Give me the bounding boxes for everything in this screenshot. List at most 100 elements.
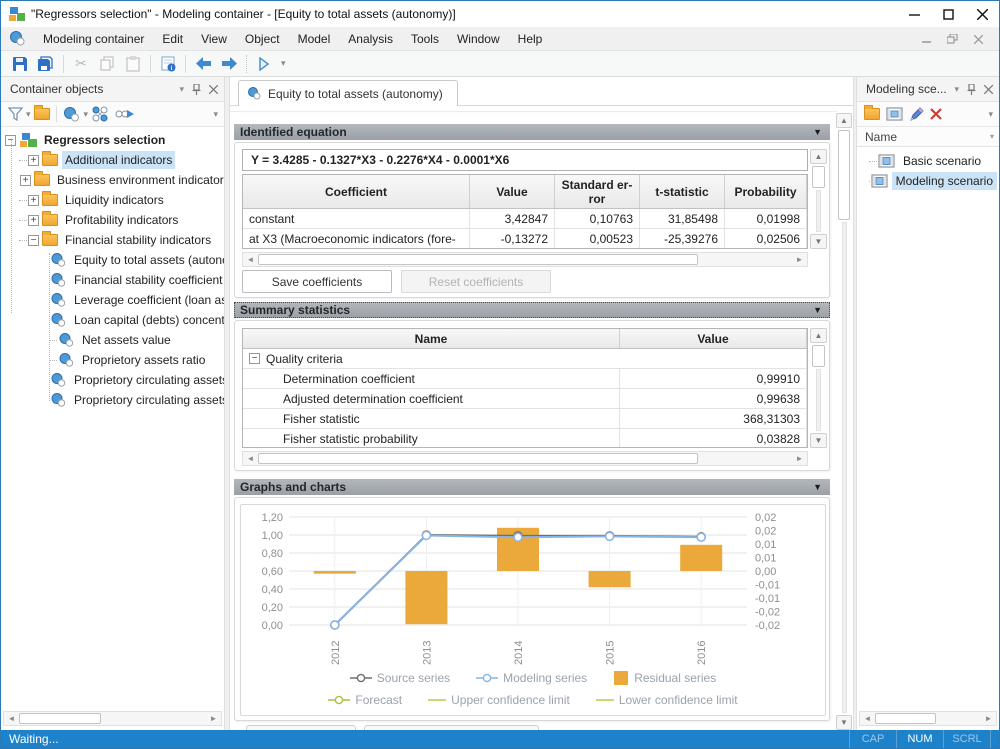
mdi-close-button[interactable] <box>965 28 991 50</box>
tree-leaf-financial-stability-coefficient[interactable]: Financial stability coefficient <box>5 270 224 290</box>
group-row[interactable]: − Quality criteria <box>243 349 807 369</box>
pin-icon[interactable] <box>967 84 976 95</box>
scenario-folder-icon[interactable] <box>861 103 883 125</box>
cluster-icon[interactable] <box>88 103 112 125</box>
menu-item-modeling-container[interactable]: Modeling container <box>43 31 145 46</box>
save-coefficients-button[interactable]: Save coefficients <box>242 270 392 293</box>
forward-icon[interactable] <box>216 52 242 76</box>
graphs-and-charts-header[interactable]: Graphs and charts ▼ <box>234 479 830 495</box>
expand-box[interactable]: + <box>28 194 39 206</box>
column-header-probability[interactable]: Probability <box>725 175 807 208</box>
summary-statistics-header[interactable]: Summary statistics ▼ <box>234 302 830 318</box>
mdi-minimize-button[interactable] <box>913 28 939 50</box>
svg-text:0,00: 0,00 <box>262 620 283 632</box>
table-row[interactable]: Fisher statistic 368,31303 <box>243 409 807 429</box>
collapse-box[interactable]: − <box>5 134 16 146</box>
panel-close-icon[interactable] <box>984 85 993 94</box>
tree-leaf-proprietory-circulating-assets[interactable]: Proprietory circulating assets <box>5 390 224 410</box>
coefficients-hscrollbar[interactable]: ◄ ► <box>242 252 808 267</box>
collapse-triangle-icon[interactable]: ▼ <box>813 127 822 137</box>
back-icon[interactable] <box>190 52 216 76</box>
table-row[interactable]: Determination coefficient 0,99910 <box>243 369 807 389</box>
tree-leaf-proprietory-circulating-assets[interactable]: Proprietory circulating assets <box>5 370 224 390</box>
panel-menu-caret-icon[interactable]: ▾ <box>954 84 959 94</box>
panel-toolbar-caret-icon[interactable]: ▾ <box>213 108 218 119</box>
save-all-icon[interactable] <box>33 52 59 76</box>
filter-icon[interactable] <box>5 103 26 125</box>
edit-pencil-icon[interactable] <box>906 103 927 125</box>
tab-equity-to-total-assets[interactable]: Equity to total assets (autonomy) <box>238 80 458 106</box>
summary-vscrollbar[interactable]: ▲ ▼ <box>810 328 827 448</box>
run-icon[interactable] <box>251 52 277 76</box>
expand-box[interactable]: + <box>20 174 31 186</box>
new-object-caret-icon[interactable]: ▾ <box>83 108 89 119</box>
tree-group-financial-stability-indicators[interactable]: − Financial stability indicators <box>5 230 224 250</box>
new-object-icon[interactable] <box>60 103 84 125</box>
collapse-triangle-icon[interactable]: ▼ <box>813 482 822 492</box>
save-icon[interactable] <box>7 52 33 76</box>
table-row[interactable]: constant 3,42847 0,10763 31,85498 0,01998 <box>243 209 807 229</box>
expand-box[interactable]: − <box>28 234 39 246</box>
tree-group-profitability-indicators[interactable]: + Profitability indicators <box>5 210 224 230</box>
expand-box[interactable]: + <box>28 214 39 226</box>
tree-leaf-leverage-coefficient-loan-ass[interactable]: Leverage coefficient (loan ass <box>5 290 224 310</box>
folder-icon <box>42 191 58 206</box>
tree-leaf-loan-capital-debts-concentra[interactable]: Loan capital (debts) concentra <box>5 310 224 330</box>
new-folder-icon[interactable] <box>31 103 53 125</box>
main-vscrollbar[interactable]: ▲ ▼ <box>836 113 852 730</box>
menu-item-window[interactable]: Window <box>456 31 500 46</box>
filter-caret-icon[interactable]: ▾ <box>26 108 31 119</box>
table-row[interactable]: Adjusted determination coefficient 0,9963… <box>243 389 807 409</box>
expand-box[interactable]: + <box>28 154 39 166</box>
tree-leaf-net-assets-value[interactable]: Net assets value <box>5 330 224 350</box>
menu-item-edit[interactable]: Edit <box>162 31 184 46</box>
identified-equation-header[interactable]: Identified equation ▼ <box>234 124 830 140</box>
left-panel-hscrollbar[interactable]: ◄ ► <box>3 711 222 726</box>
scenarios-column-header[interactable]: Name ▾ <box>857 127 999 147</box>
close-button[interactable] <box>965 1 999 27</box>
properties-icon[interactable]: i <box>155 52 181 76</box>
column-header-name[interactable]: Name <box>243 329 620 348</box>
maximize-button[interactable] <box>931 1 965 27</box>
column-header-standard-er-ror[interactable]: Standard er-ror <box>555 175 640 208</box>
column-header-coefficient[interactable]: Coefficient <box>243 175 470 208</box>
scenarios-toolbar-caret-icon[interactable]: ▾ <box>988 108 993 119</box>
scenario-item-modeling-scenario[interactable]: Modeling scenario <box>857 171 997 191</box>
panel-close-icon[interactable] <box>209 85 218 94</box>
minimize-button[interactable] <box>897 1 931 27</box>
tree-group-additional-indicators[interactable]: + Additional indicators <box>5 150 224 170</box>
legend-source-series: Source series <box>349 671 450 685</box>
menu-item-view[interactable]: View <box>201 31 227 46</box>
summary-hscrollbar[interactable]: ◄ ► <box>242 451 808 466</box>
right-splitter[interactable] <box>853 77 857 730</box>
scenario-new-icon[interactable] <box>883 103 906 125</box>
tree-group-liquidity-indicators[interactable]: + Liquidity indicators <box>5 190 224 210</box>
mdi-restore-button[interactable] <box>939 28 965 50</box>
left-splitter[interactable] <box>224 77 230 730</box>
table-row[interactable]: Fisher statistic probability 0,03828 <box>243 429 807 447</box>
right-panel-hscrollbar[interactable]: ◄ ► <box>859 711 997 726</box>
tree-leaf-equity-to-total-assets-autonomy[interactable]: Equity to total assets (autonomy) <box>5 250 224 270</box>
menu-item-tools[interactable]: Tools <box>410 31 439 46</box>
coefficients-vscrollbar[interactable]: ▲ ▼ <box>810 149 827 249</box>
collapse-triangle-icon[interactable]: ▼ <box>813 305 822 315</box>
menu-item-object[interactable]: Object <box>244 31 280 46</box>
menu-item-model[interactable]: Model <box>297 31 331 46</box>
column-header-t-statistic[interactable]: t-statistic <box>640 175 725 208</box>
divider <box>230 111 837 112</box>
tree-root-regressors-selection[interactable]: − Regressors selection <box>5 130 224 150</box>
collapse-box[interactable]: − <box>249 353 260 364</box>
tree-leaf-proprietory-assets-ratio[interactable]: Proprietory assets ratio <box>5 350 224 370</box>
column-header-value[interactable]: Value <box>470 175 555 208</box>
column-header-value[interactable]: Value <box>620 329 807 348</box>
run-options-caret-icon[interactable]: ▾ <box>281 58 286 68</box>
table-row[interactable]: at X3 (Macroeconomic indicators (fore- -0… <box>243 229 807 248</box>
delete-icon[interactable] <box>927 103 945 125</box>
menu-item-help[interactable]: Help <box>517 31 543 46</box>
menu-item-analysis[interactable]: Analysis <box>348 31 393 46</box>
tree-group-business-environment-indicators[interactable]: + Business environment indicators <box>5 170 224 190</box>
scenario-item-basic-scenario[interactable]: Basic scenario <box>857 151 997 171</box>
panel-menu-caret-icon[interactable]: ▾ <box>179 84 184 94</box>
pin-icon[interactable] <box>192 84 201 95</box>
relations-icon[interactable] <box>112 103 138 125</box>
